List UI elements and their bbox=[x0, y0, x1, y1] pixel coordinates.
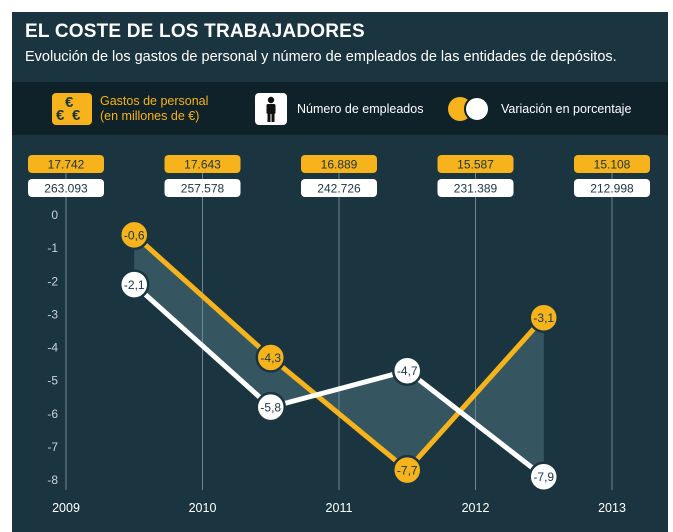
empleados-point-label-2: -4,7 bbox=[397, 364, 418, 378]
empleados-point-label-1: -5,8 bbox=[260, 401, 281, 415]
gastos-value-2009: 17.742 bbox=[48, 158, 85, 172]
empleados-box-2011 bbox=[301, 179, 377, 197]
empleados-value-2010: 257.578 bbox=[181, 182, 225, 196]
gastos-point-0 bbox=[119, 219, 150, 251]
legend-empleados-label: Número de empleados bbox=[297, 102, 424, 116]
y-tick-label: 0 bbox=[51, 208, 58, 222]
legend: € € € Gastos de personal (en millones de… bbox=[12, 82, 668, 135]
gastos-point-label-3: -3,1 bbox=[533, 311, 554, 325]
y-tick-label: -4 bbox=[47, 341, 58, 355]
y-tick-label: -5 bbox=[47, 374, 58, 388]
gastos-box-2010 bbox=[164, 155, 241, 173]
empleados-line bbox=[132, 282, 546, 479]
gastos-value-2012: 15.587 bbox=[457, 158, 494, 172]
infographic-panel: EL COSTE DE LOS TRABAJADORES Evolución d… bbox=[12, 12, 668, 532]
x-tick-label-2011: 2011 bbox=[326, 501, 353, 515]
gastos-point-1 bbox=[255, 342, 286, 373]
gastos-box-2013 bbox=[574, 155, 650, 173]
gastos-point-3 bbox=[528, 302, 559, 333]
gastos-box-2012 bbox=[437, 155, 514, 173]
y-tick-label: -6 bbox=[47, 407, 58, 421]
legend-gastos-label: Gastos de personal (en millones de €) bbox=[100, 94, 209, 123]
x-tick-label-2009: 2009 bbox=[52, 501, 80, 515]
chart-title: EL COSTE DE LOS TRABAJADORES bbox=[25, 21, 365, 42]
gastos-box-2009 bbox=[28, 155, 104, 173]
y-tick-label: -2 bbox=[47, 274, 58, 288]
chart-subtitle: Evolución de los gastos de personal y nú… bbox=[25, 49, 617, 65]
empleados-point-label-3: -7,9 bbox=[533, 470, 554, 484]
empleados-value-2009: 263.093 bbox=[44, 182, 88, 196]
gastos-point-label-0: -0,6 bbox=[124, 228, 145, 242]
empleados-box-2013 bbox=[574, 179, 650, 197]
line-chart: 0 -1 -2 -3 -4 -5 -6 -7 -8 2009 2010 2011 2012 2013 17.… bbox=[28, 155, 650, 515]
empleados-point-0 bbox=[119, 269, 150, 300]
gastos-value-2010: 17.643 bbox=[184, 158, 221, 172]
empleados-box-2012 bbox=[437, 179, 514, 197]
empleados-point-1 bbox=[255, 391, 286, 423]
empleados-point-3 bbox=[528, 461, 559, 492]
y-tick-label: -3 bbox=[47, 307, 58, 321]
x-tick-label-2012: 2012 bbox=[462, 501, 490, 515]
shaded-area bbox=[134, 234, 544, 477]
x-tick-label-2013: 2013 bbox=[598, 501, 626, 515]
gastos-value-2011: 16.889 bbox=[321, 158, 358, 172]
empleados-point-label-0: -2,1 bbox=[124, 278, 145, 292]
euro-icon: € € € bbox=[52, 93, 92, 125]
empleados-box-2009 bbox=[28, 179, 104, 197]
empleados-value-2013: 212.998 bbox=[590, 182, 634, 196]
gastos-box-2011 bbox=[301, 155, 377, 173]
gastos-point-label-2: -7,7 bbox=[397, 464, 418, 478]
gastos-point-label-1: -4,3 bbox=[260, 351, 281, 365]
gastos-value-2013: 15.108 bbox=[594, 158, 631, 172]
empleados-value-2012: 231.389 bbox=[454, 182, 498, 196]
y-tick-label: -8 bbox=[47, 473, 58, 487]
legend-variacion-label: Variación en porcentaje bbox=[501, 102, 632, 116]
gastos-point-2 bbox=[392, 454, 423, 486]
x-tick-label-2010: 2010 bbox=[189, 501, 217, 515]
legend-dot-empleados-icon bbox=[464, 96, 490, 122]
gastos-line bbox=[132, 233, 546, 473]
empleados-box-2010 bbox=[164, 179, 241, 197]
y-tick-label: -7 bbox=[47, 440, 58, 454]
empleados-value-2011: 242.726 bbox=[317, 182, 361, 196]
person-icon bbox=[255, 93, 287, 125]
empleados-point-2 bbox=[392, 355, 423, 386]
y-tick-label: -1 bbox=[47, 241, 58, 255]
